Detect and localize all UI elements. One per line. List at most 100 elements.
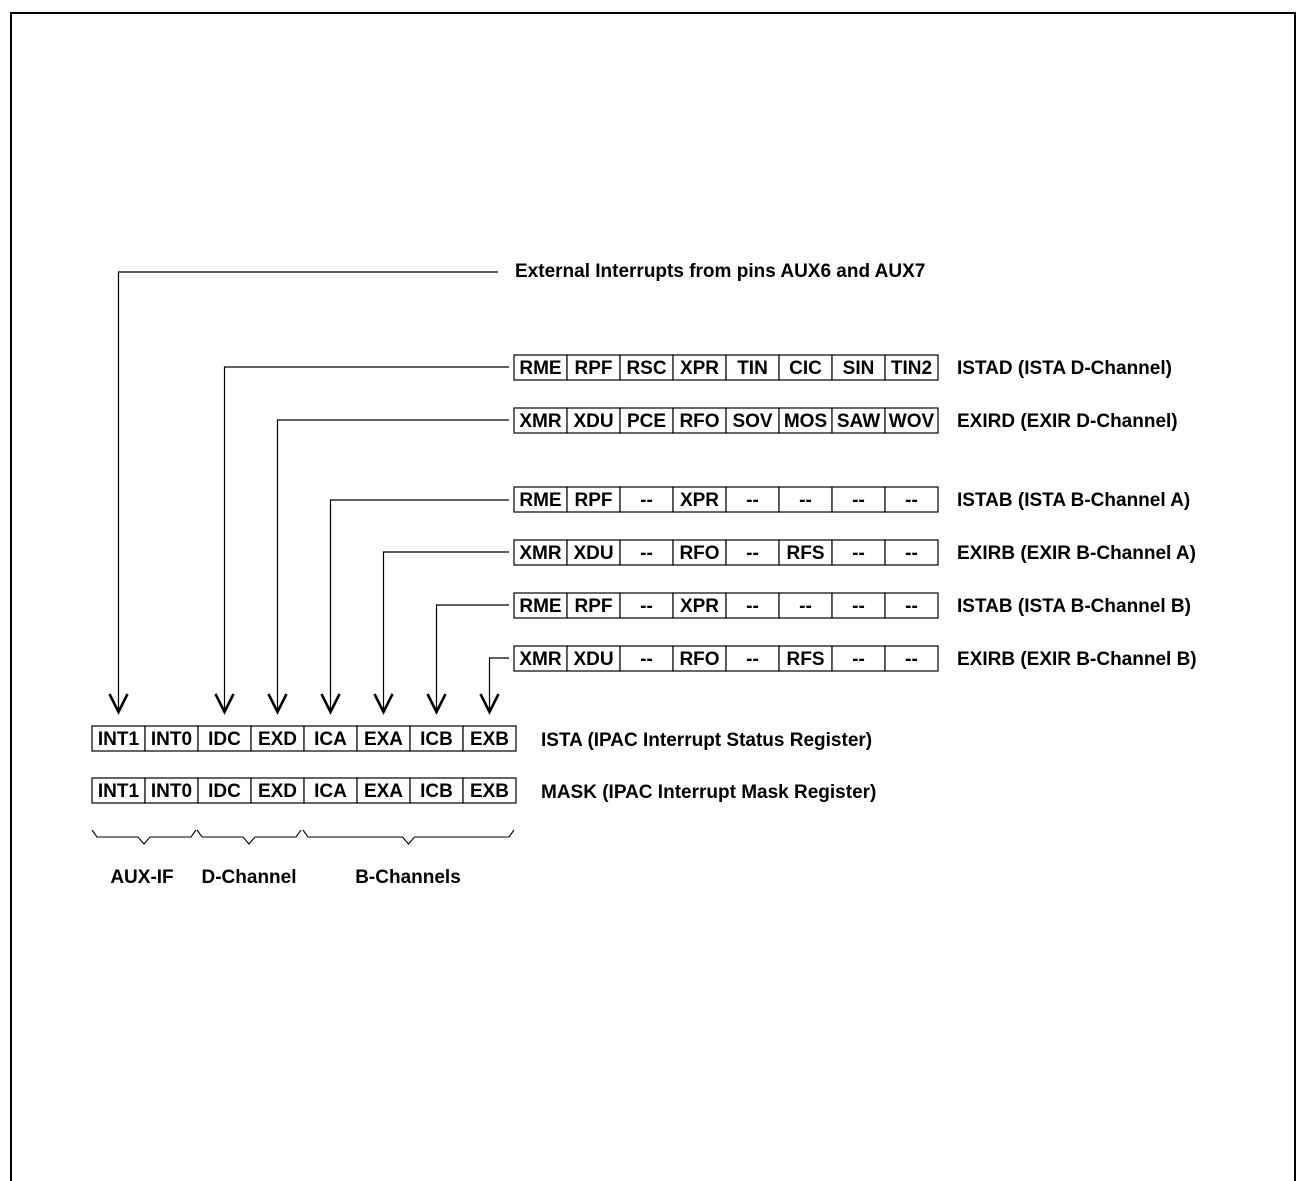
- source-register-0-bit-xpr: XPR: [672, 354, 727, 381]
- register-bit-label: RFO: [679, 543, 719, 564]
- register-bit-label: RFS: [787, 543, 825, 564]
- register-cell: [884, 486, 939, 513]
- source-register-1: XMR XDU PCE RFO SOV MOS SAW WOV EXIRD (EXIR D-Ch…: [513, 407, 1178, 434]
- register-cell: [725, 486, 780, 513]
- source-register-3-bit-xdu: XDU: [566, 539, 621, 566]
- register-cell: [566, 645, 621, 672]
- register-cell: [725, 592, 780, 619]
- register-bit-label: SOV: [732, 411, 772, 432]
- ista-bit-ica: ICA: [303, 725, 358, 752]
- register-cell: [462, 777, 517, 804]
- source-register-4-bit-dash: --: [884, 592, 939, 619]
- ista-bit-exd: EXD: [250, 725, 305, 752]
- source-register-1-bit-wov: WOV: [884, 407, 939, 434]
- source-register-label: EXIRB (EXIR B-Channel B): [957, 649, 1197, 670]
- source-register-2-bit-rpf: RPF: [566, 486, 621, 513]
- source-register-5-bit-rfo: RFO: [672, 645, 727, 672]
- register-cell: [725, 354, 780, 381]
- register-cell: [831, 407, 886, 434]
- source-register-0-bit-tin2: TIN2: [884, 354, 939, 381]
- register-bit-label: RME: [519, 596, 561, 617]
- source-register-0-bit-tin: TIN: [725, 354, 780, 381]
- source-register-5-bit-dash: --: [831, 645, 886, 672]
- source-register-2-bit-dash: --: [884, 486, 939, 513]
- register-bit-label: RPF: [575, 596, 613, 617]
- ista-register: INT1 INT0 IDC EXD ICA EXA ICB EXB: [91, 725, 517, 752]
- register-bit-label: ICB: [420, 781, 453, 802]
- register-bit-label: --: [799, 490, 812, 511]
- group-braces: [91, 829, 515, 845]
- source-register-2-bit-xpr: XPR: [672, 486, 727, 513]
- register-bit-label: --: [852, 543, 865, 564]
- source-register-3: XMR XDU -- RFO -- RFS -- -- EXIRB (EXIR B-Channe…: [513, 539, 1196, 566]
- register-cell: [831, 354, 886, 381]
- register-cell: [513, 486, 568, 513]
- ista-bit-icb: ICB: [409, 725, 464, 752]
- ista-bit-int0: INT0: [144, 725, 199, 752]
- source-register-2-bit-rme: RME: [513, 486, 568, 513]
- register-bit-label: --: [852, 490, 865, 511]
- source-register-4-bit-xpr: XPR: [672, 592, 727, 619]
- figure-frame: [10, 12, 1296, 1181]
- register-bit-label: --: [746, 543, 759, 564]
- mask-bit-idc: IDC: [197, 777, 252, 804]
- source-register-2-bit-dash: --: [831, 486, 886, 513]
- source-register-3-bit-dash: --: [884, 539, 939, 566]
- register-bit-label: --: [640, 543, 653, 564]
- register-bit-label: RME: [519, 358, 561, 379]
- group-label-b-channels: B-Channels: [355, 867, 461, 888]
- register-bit-label: --: [640, 596, 653, 617]
- register-cell: [672, 645, 727, 672]
- register-bit-label: --: [905, 543, 918, 564]
- register-cell: [672, 354, 727, 381]
- register-bit-label: INT1: [98, 781, 140, 802]
- register-bit-label: PCE: [627, 411, 666, 432]
- register-bit-label: TIN: [737, 358, 768, 379]
- source-register-2-bit-dash: --: [725, 486, 780, 513]
- mask-bit-exa: EXA: [356, 777, 411, 804]
- source-register-2-bit-dash: --: [619, 486, 674, 513]
- interrupt-line: [117, 271, 498, 712]
- register-cell: [356, 777, 411, 804]
- register-bit-label: XMR: [519, 543, 562, 564]
- brace-b-channels: [302, 829, 515, 845]
- register-bit-label: --: [905, 649, 918, 670]
- register-cell: [566, 486, 621, 513]
- register-bit-label: TIN2: [891, 358, 932, 379]
- register-cell: [409, 777, 464, 804]
- register-bit-label: ICA: [314, 729, 347, 750]
- register-bit-label: XPR: [680, 490, 719, 511]
- register-cell: [619, 539, 674, 566]
- register-bit-label: RFO: [679, 649, 719, 670]
- register-bit-label: RFO: [679, 411, 719, 432]
- register-bit-label: EXD: [258, 729, 297, 750]
- register-cell: [513, 539, 568, 566]
- source-register-label: EXIRD (EXIR D-Channel): [957, 411, 1178, 432]
- brace-d-channel: [196, 829, 302, 845]
- register-cell: [566, 407, 621, 434]
- source-register-3-bit-rfo: RFO: [672, 539, 727, 566]
- register-cell: [91, 725, 146, 752]
- source-register-3-bit-xmr: XMR: [513, 539, 568, 566]
- register-cell: [884, 407, 939, 434]
- register-cell: [725, 645, 780, 672]
- source-register-label: ISTAB (ISTA B-Channel A): [957, 490, 1190, 511]
- register-bit-label: INT0: [151, 781, 192, 802]
- register-bit-label: --: [640, 649, 653, 670]
- register-bit-label: EXA: [364, 781, 403, 802]
- register-bit-label: RSC: [626, 358, 666, 379]
- source-register-5-bit-rfs: RFS: [778, 645, 833, 672]
- register-cell: [619, 354, 674, 381]
- register-cell: [197, 777, 252, 804]
- register-bit-label: --: [746, 490, 759, 511]
- arrowhead: [320, 693, 341, 715]
- source-register-5-bit-dash: --: [884, 645, 939, 672]
- source-register-3-bit-dash: --: [831, 539, 886, 566]
- register-cell: [778, 592, 833, 619]
- group-label-aux-if: AUX-IF: [110, 867, 173, 888]
- source-register-1-bit-saw: SAW: [831, 407, 886, 434]
- register-cell: [619, 407, 674, 434]
- register-cell: [513, 407, 568, 434]
- register-cell: [566, 539, 621, 566]
